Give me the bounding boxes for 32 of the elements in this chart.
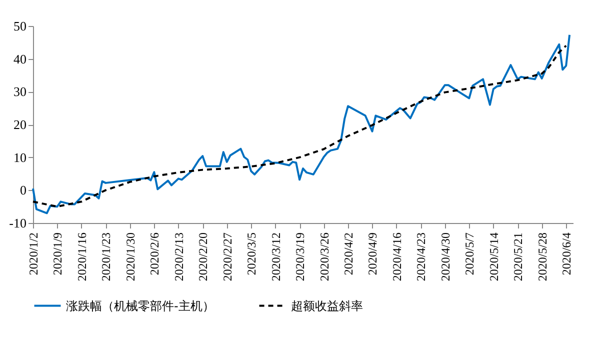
x-tick-label: 2020/1/2	[26, 232, 40, 276]
x-tick-label: 2020/2/13	[172, 232, 186, 282]
y-tick-label: 40	[14, 51, 26, 66]
y-tick-label: 10	[14, 150, 26, 165]
legend-label: 涨跌幅（机械零部件-主机）	[66, 298, 214, 313]
y-tick-label: 50	[14, 18, 26, 34]
x-tick-label: 2020/2/20	[196, 232, 210, 282]
x-tick-label: 2020/2/6	[148, 232, 162, 276]
legend-label: 超额收益斜率	[291, 298, 363, 313]
x-tick-label: 2020/4/9	[366, 232, 380, 276]
x-tick-label: 2020/2/27	[220, 232, 234, 282]
x-tick-label: 2020/3/26	[317, 232, 332, 282]
x-tick-label: 2020/4/30	[438, 232, 452, 282]
x-tick-label: 2020/1/9	[50, 232, 65, 276]
x-tick-label: 2020/4/2	[342, 232, 356, 276]
y-tick-label: 0	[20, 182, 26, 198]
x-tick-label: 2020/5/28	[535, 232, 550, 282]
x-tick-label: 2020/5/21	[511, 232, 526, 282]
x-tick-label: 2020/4/23	[414, 232, 428, 282]
x-tick-label: 2020/3/12	[268, 232, 283, 282]
x-tick-label: 2020/1/16	[74, 232, 89, 282]
y-tick-label: 30	[14, 84, 26, 100]
x-tick-label: 2020/4/16	[390, 232, 404, 282]
x-tick-label: 2020/5/7	[462, 232, 477, 276]
y-tick-label: 20	[14, 117, 26, 132]
x-tick-label: 2020/6/4	[560, 232, 574, 276]
x-tick-label: 2020/1/23	[99, 232, 114, 282]
x-tick-label: 2020/1/30	[123, 232, 138, 282]
x-tick-label: 2020/3/19	[293, 232, 308, 282]
x-tick-label: 2020/5/14	[486, 232, 501, 282]
y-tick-label: -10	[9, 216, 26, 230]
x-tick-label: 2020/3/5	[244, 232, 259, 276]
